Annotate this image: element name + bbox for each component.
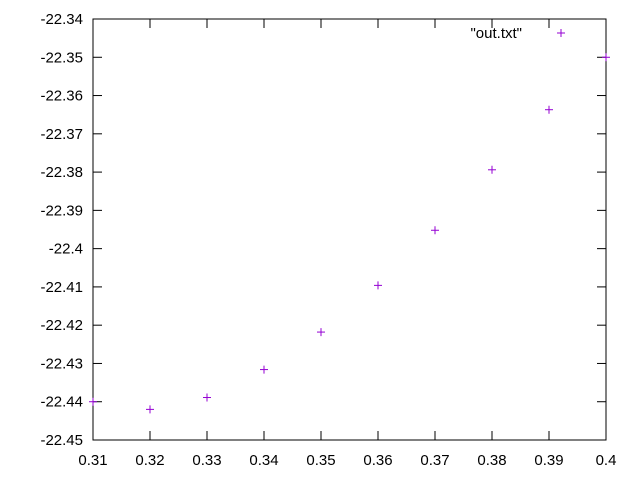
x-tick-label: 0.33 <box>192 452 221 469</box>
data-point <box>374 281 382 290</box>
legend-label: "out.txt" <box>470 25 522 42</box>
x-tick-label: 0.4 <box>596 452 617 469</box>
y-tick-label: -22.37 <box>40 126 83 143</box>
data-point <box>545 105 553 114</box>
y-tick-label: -22.42 <box>40 317 83 334</box>
y-tick-label: -22.41 <box>40 279 83 296</box>
data-point <box>431 226 439 235</box>
data-point <box>89 397 97 406</box>
y-tick-label: -22.4 <box>49 241 83 258</box>
y-tick-label: -22.36 <box>40 88 83 105</box>
legend-plus-marker <box>557 29 565 37</box>
data-point <box>203 393 211 402</box>
x-tick-label: 0.39 <box>534 452 563 469</box>
y-tick-label: -22.38 <box>40 164 83 181</box>
y-tick-label: -22.44 <box>40 394 83 411</box>
data-point <box>317 328 325 337</box>
x-tick-label: 0.38 <box>477 452 506 469</box>
data-point <box>260 365 268 374</box>
data-point <box>146 405 154 414</box>
legend-marker <box>557 29 565 37</box>
y-tick-label: -22.45 <box>40 432 83 449</box>
y-tick-label: -22.35 <box>40 49 83 66</box>
legend: "out.txt" <box>470 25 565 42</box>
y-tick-label: -22.39 <box>40 202 83 219</box>
x-tick-label: 0.32 <box>135 452 164 469</box>
data-point <box>488 165 496 174</box>
y-tick-label: -22.34 <box>40 11 83 28</box>
x-tick-label: 0.37 <box>420 452 449 469</box>
y-tick-label: -22.43 <box>40 355 83 372</box>
plot-border <box>92 18 607 441</box>
x-tick-label: 0.34 <box>249 452 278 469</box>
plot-axes: 0.31 0.32 0.33 0.34 0.35 0.36 0.37 0.38 0.39 0.4 -… <box>40 11 616 469</box>
x-tick-label: 0.36 <box>363 452 392 469</box>
x-tick-label: 0.35 <box>306 452 335 469</box>
data-point <box>602 53 610 62</box>
x-tick-label: 0.31 <box>78 452 107 469</box>
data-points <box>89 53 610 414</box>
